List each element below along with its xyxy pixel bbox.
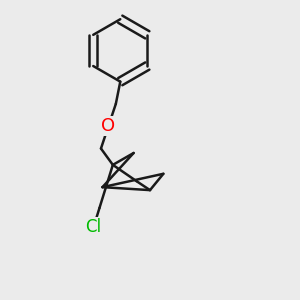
Text: Cl: Cl (85, 218, 102, 236)
Text: O: O (101, 117, 116, 135)
